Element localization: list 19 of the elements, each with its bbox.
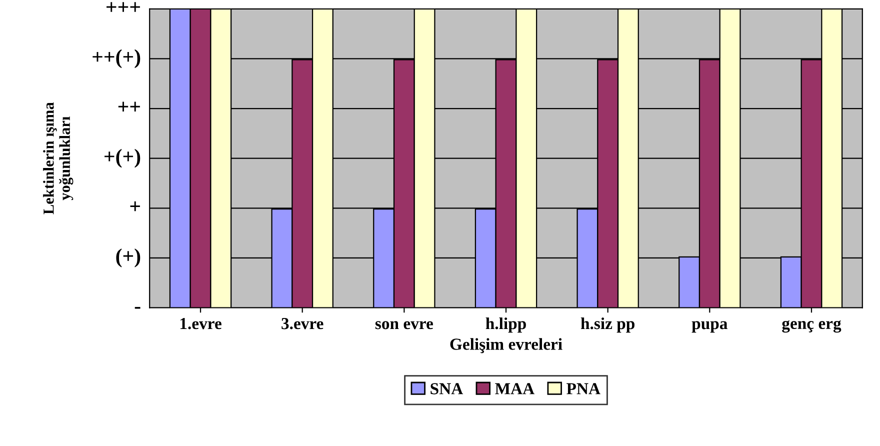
x-tick-label: h.siz pp: [580, 317, 634, 333]
text: (+): [116, 248, 140, 268]
x-tick-label: 1.evre: [180, 318, 222, 330]
x-tick-label: h.lipp: [486, 317, 526, 333]
x-tick-label: pupa: [692, 321, 728, 333]
legend-label: PNA: [566, 383, 600, 394]
text: ++(+): [92, 49, 140, 68]
text: -: [134, 306, 140, 309]
x-axis-title: Gelişim evreleri: [450, 338, 562, 354]
legend-label: SNA: [430, 383, 464, 394]
text: ++: [118, 102, 140, 112]
text: +: [130, 201, 140, 212]
y-axis-title: Lektinlerin ışıma yoğunlukları: [43, 102, 74, 214]
x-tick-label: genç erg: [782, 320, 842, 333]
text: +++: [106, 2, 140, 12]
x-tick-label: son evre: [375, 321, 433, 330]
text: +(+): [104, 148, 140, 168]
x-tick-label: 3.evre: [282, 318, 324, 330]
legend-label: MAA: [495, 383, 534, 394]
